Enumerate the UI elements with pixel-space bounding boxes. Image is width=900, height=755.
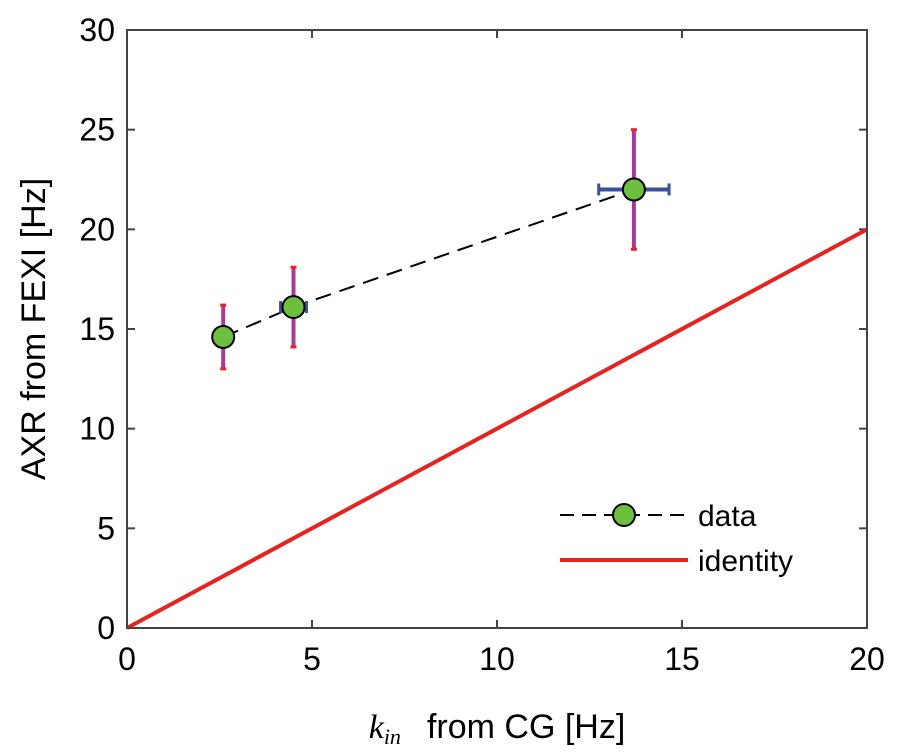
y-tick-label: 20 <box>79 211 115 247</box>
x-axis-label: kin from CG [Hz] <box>369 708 626 749</box>
plot-frame <box>126 29 868 629</box>
y-tick-label: 10 <box>79 411 115 447</box>
x-axis-subscript: in <box>384 724 401 749</box>
legend-identity-label: identity <box>698 545 793 578</box>
legend: data identity <box>560 500 793 578</box>
x-axis-text: from CG [Hz] <box>427 708 625 746</box>
y-tick-label: 30 <box>79 12 115 48</box>
tick-label-layer: 0 5 10 15 20 0 5 10 15 20 25 30 <box>79 12 884 677</box>
y-axis-label: AXR from FEXI [Hz] <box>15 178 53 480</box>
x-tick-label: 10 <box>479 641 515 677</box>
legend-data-label: data <box>698 500 757 533</box>
identity-layer <box>126 227 868 630</box>
y-tick-label: 25 <box>79 112 115 148</box>
legend-data-marker <box>612 503 636 527</box>
x-tick-label: 0 <box>118 641 136 677</box>
x-tick-label: 5 <box>303 641 321 677</box>
data-point-marker <box>281 295 306 320</box>
data-point-marker <box>211 324 236 349</box>
data-point-marker <box>621 177 646 202</box>
y-tick-label: 5 <box>97 510 115 546</box>
identity-line <box>126 227 868 630</box>
x-tick-label: 15 <box>664 641 700 677</box>
y-tick-label: 0 <box>97 610 115 646</box>
ticks-layer <box>126 29 868 629</box>
x-tick-label: 20 <box>849 641 885 677</box>
y-tick-label: 15 <box>79 311 115 347</box>
data-layer <box>211 128 671 371</box>
x-axis-symbol: k <box>369 709 385 746</box>
